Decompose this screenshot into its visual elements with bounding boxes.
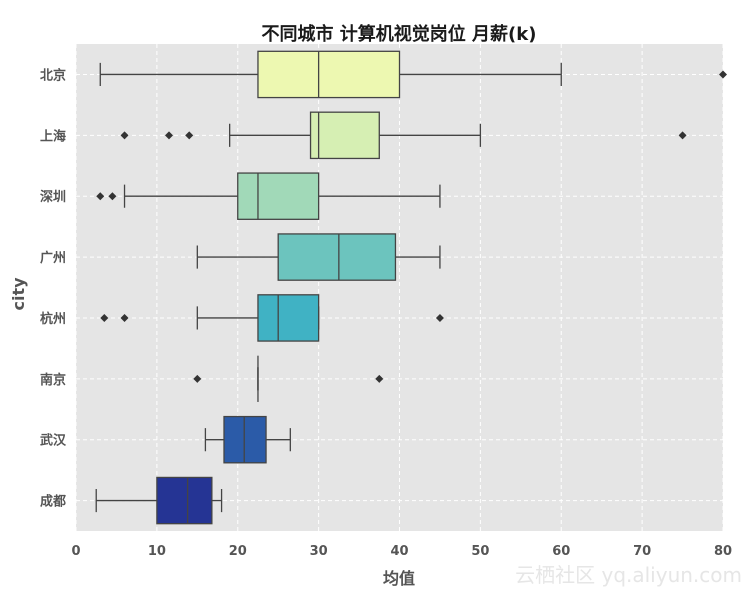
outlier-point <box>185 131 194 140</box>
iqr-box <box>237 172 320 220</box>
y-tick-label: 深圳 <box>40 189 66 205</box>
y-tick-label: 武汉 <box>40 433 67 449</box>
plot-background <box>76 44 723 531</box>
outlier-point <box>108 192 117 201</box>
x-tick-labels: 0 10 20 30 40 50 60 70 80 <box>71 544 732 559</box>
y-axis-label: city <box>9 277 28 311</box>
outlier-point <box>678 131 687 140</box>
iqr-box <box>156 476 213 525</box>
x-tick-label: 30 <box>310 544 328 559</box>
watermark: 云栖社区 yq.aliyun.com <box>515 563 742 587</box>
outlier-point <box>193 374 202 383</box>
x-tick-label: 50 <box>471 544 489 559</box>
y-tick-label: 北京 <box>40 67 66 83</box>
iqr-box <box>309 111 380 160</box>
x-tick-label: 70 <box>633 544 651 559</box>
y-tick-label: 南京 <box>40 372 66 388</box>
iqr-box <box>257 294 320 342</box>
outlier-point <box>120 131 129 140</box>
x-tick-label: 60 <box>552 544 570 559</box>
outlier-point <box>96 192 105 201</box>
x-tick-label: 40 <box>390 544 408 559</box>
x-axis-label: 均值 <box>383 569 415 588</box>
y-tick-label: 广州 <box>40 250 66 266</box>
outlier-point <box>435 313 444 322</box>
y-tick-label: 成都 <box>40 494 66 510</box>
outlier-point <box>100 313 109 322</box>
iqr-box <box>223 415 267 464</box>
outlier-point <box>165 131 174 140</box>
outlier-point <box>719 70 727 79</box>
x-tick-label: 80 <box>714 544 732 559</box>
box-layer <box>95 50 727 525</box>
y-tick-label: 杭州 <box>40 311 66 327</box>
y-tick-label: 上海 <box>40 128 66 144</box>
iqr-box <box>277 233 397 281</box>
x-tick-label: 20 <box>229 544 247 559</box>
chart-title: 不同城市 计算机视觉岗位 月薪(k) <box>262 23 537 45</box>
x-tick-label: 0 <box>71 544 80 559</box>
iqr-box <box>257 50 401 99</box>
x-tick-label: 10 <box>148 544 166 559</box>
outlier-point <box>375 374 384 383</box>
outlier-point <box>120 313 129 322</box>
